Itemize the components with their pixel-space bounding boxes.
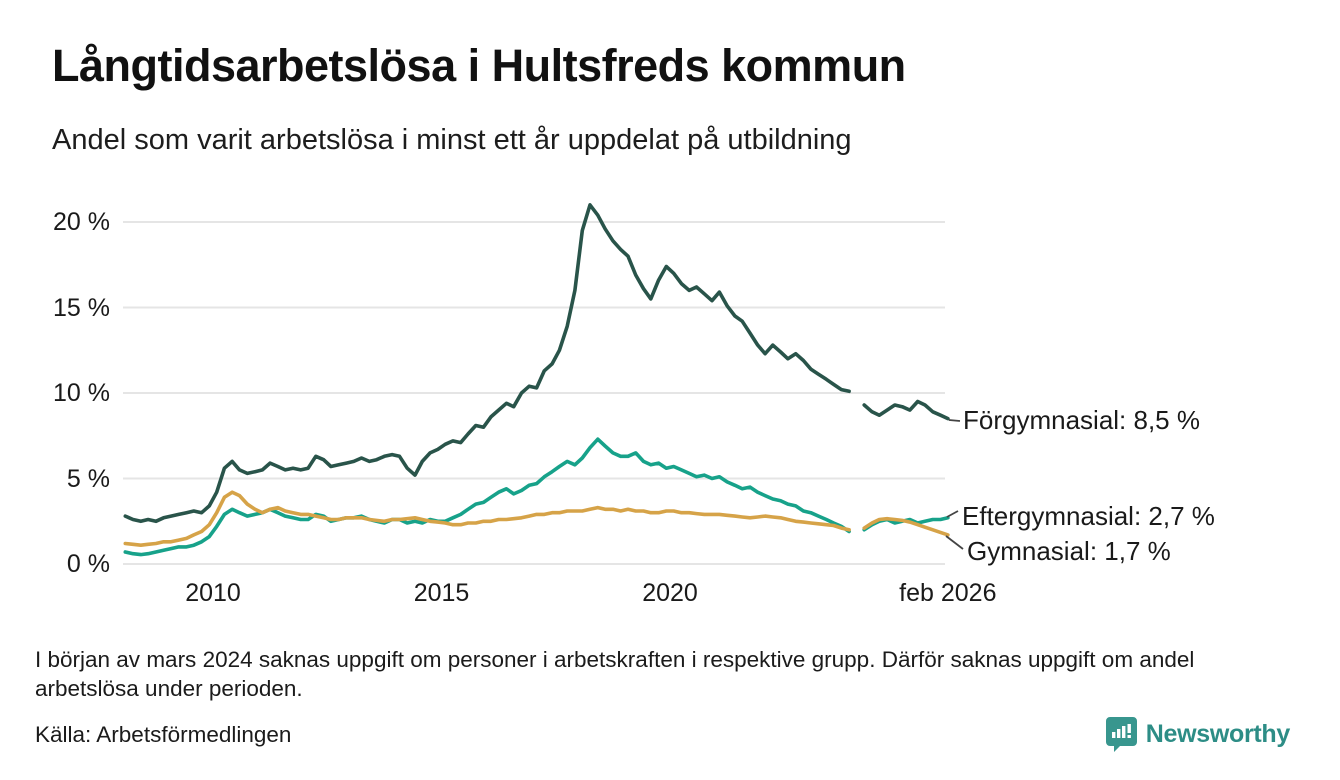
series-label-förgymnasial: Förgymnasial: 8,5 % bbox=[963, 405, 1200, 435]
page-subtitle: Andel som varit arbetslösa i minst ett å… bbox=[52, 124, 852, 156]
series-line-eftergymnasial bbox=[123, 437, 950, 557]
footnote-text: I början av mars 2024 saknas uppgift om … bbox=[35, 647, 1195, 701]
series-label-eftergymnasial: Eftergymnasial: 2,7 % bbox=[962, 501, 1215, 531]
series-line-gymnasial bbox=[123, 490, 950, 547]
x-tick-label: feb 2026 bbox=[899, 579, 997, 607]
x-tick-label: 2020 bbox=[642, 579, 698, 607]
series-line-förgymnasial bbox=[123, 203, 950, 524]
x-tick-label: 2010 bbox=[185, 579, 241, 607]
x-tick-label: 2015 bbox=[413, 579, 470, 607]
brand-logo: Newsworthy bbox=[1105, 716, 1290, 752]
y-tick-label: 15 % bbox=[53, 293, 110, 322]
y-tick-label: 20 % bbox=[53, 208, 110, 236]
y-tick-label: 5 % bbox=[66, 464, 110, 493]
source-text: Källa: Arbetsförmedlingen bbox=[35, 722, 292, 747]
page-title: Långtidsarbetslösa i Hultsfreds kommun bbox=[52, 40, 906, 91]
label-connector bbox=[945, 535, 964, 550]
y-tick-label: 0 % bbox=[66, 550, 110, 578]
series-label-gymnasial: Gymnasial: 1,7 % bbox=[967, 536, 1171, 566]
label-connector bbox=[948, 419, 961, 422]
label-connector bbox=[946, 510, 959, 518]
newsworthy-pin-icon bbox=[1105, 717, 1137, 752]
y-tick-label: 10 % bbox=[53, 379, 110, 407]
brand-name: Newsworthy bbox=[1145, 719, 1291, 748]
